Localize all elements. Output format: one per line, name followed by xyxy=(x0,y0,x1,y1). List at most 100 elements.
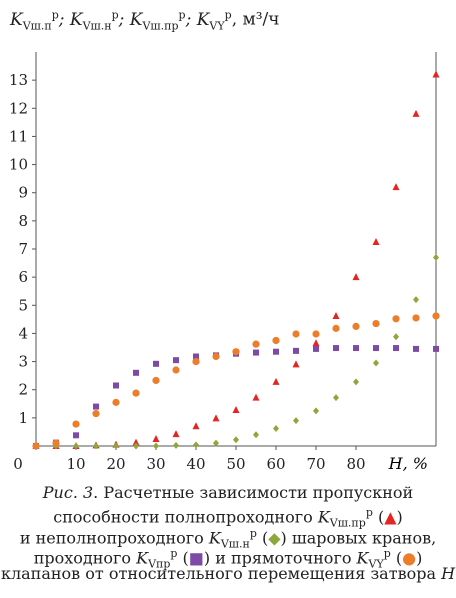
data-point-diamond xyxy=(373,359,379,367)
data-point-square xyxy=(173,357,179,364)
y-axis-label: KVш.пр; KVш.нр; KVш.прр; KVYр, м³/ч xyxy=(10,8,280,33)
y-axis-label-k3: KVш.прр xyxy=(129,8,186,33)
data-point-triangle xyxy=(132,438,140,446)
data-point-triangle xyxy=(412,109,420,117)
data-point-circle xyxy=(132,389,140,397)
diamond-icon: ◆ xyxy=(268,528,281,548)
data-point-diamond xyxy=(353,378,359,386)
data-point-triangle xyxy=(272,377,280,385)
data-point-square xyxy=(133,369,139,376)
data-point-diamond xyxy=(293,417,299,425)
y-tick-label: 2 xyxy=(18,381,28,399)
data-point-triangle xyxy=(212,414,220,422)
triangle-icon: ▲ xyxy=(384,507,397,527)
data-point-circle xyxy=(112,398,120,406)
caption-figure-label: Рис. 3 xyxy=(42,483,94,502)
y-tick-label: 12 xyxy=(9,99,28,117)
y-tick-label: 7 xyxy=(18,240,28,258)
y-axis-label-k1: KVш.пр xyxy=(10,8,59,33)
data-point-diamond xyxy=(273,425,279,433)
data-point-square xyxy=(393,345,399,352)
series-square xyxy=(33,345,439,449)
data-point-square xyxy=(113,382,119,389)
y-tick-label: 4 xyxy=(18,324,28,342)
data-point-diamond xyxy=(313,407,319,415)
x-tick-label: 40 xyxy=(186,455,205,473)
caption-line-5: клапанов от относительного перемещения з… xyxy=(0,564,456,583)
x-tick-label: 10 xyxy=(66,455,85,473)
data-point-circle xyxy=(92,410,100,418)
data-point-diamond xyxy=(233,436,239,444)
y-tick-label: 1 xyxy=(18,409,28,427)
data-point-diamond xyxy=(73,442,79,450)
series-circle xyxy=(32,312,440,450)
x-tick-label: 50 xyxy=(226,455,245,473)
data-point-square xyxy=(153,360,159,367)
data-point-circle xyxy=(192,357,200,366)
data-point-circle xyxy=(352,322,360,330)
x-tick-label: 60 xyxy=(266,455,285,473)
data-point-triangle xyxy=(332,311,340,319)
data-point-diamond xyxy=(113,442,119,450)
data-point-circle xyxy=(412,314,420,322)
data-point-circle xyxy=(152,376,160,385)
y-tick-label: 3 xyxy=(18,353,28,371)
y-tick-label: 8 xyxy=(18,212,28,230)
data-point-circle xyxy=(32,442,40,450)
data-point-circle xyxy=(232,348,240,356)
data-point-triangle xyxy=(172,430,180,438)
x-tick-label: 70 xyxy=(306,455,325,473)
data-point-diamond xyxy=(133,442,139,450)
data-point-square xyxy=(193,353,199,360)
x-tick-label: 30 xyxy=(146,455,165,473)
data-point-diamond xyxy=(393,333,399,341)
data-point-square xyxy=(373,345,379,352)
x-tick-label: 20 xyxy=(106,455,125,473)
data-point-circle xyxy=(172,366,180,374)
data-point-circle xyxy=(312,330,320,338)
y-axis-label-k2: KVш.нр xyxy=(69,8,119,33)
data-point-diamond xyxy=(213,439,219,447)
data-point-diamond xyxy=(253,431,259,439)
data-point-circle xyxy=(252,340,260,348)
data-point-circle xyxy=(332,324,340,332)
data-point-diamond xyxy=(153,442,159,450)
data-point-circle xyxy=(292,330,300,338)
x-axis-label: H, % xyxy=(388,454,428,473)
data-point-diamond xyxy=(413,296,419,304)
caption-line-3: и неполнопроходного KVш.нр (◆) шаровых к… xyxy=(19,527,437,551)
data-point-triangle xyxy=(292,360,300,368)
data-point-circle xyxy=(212,352,220,361)
data-point-square xyxy=(293,347,299,354)
data-point-circle xyxy=(372,319,380,328)
data-point-square xyxy=(353,345,359,352)
y-tick-label: 9 xyxy=(18,184,28,202)
caption-line-4: проходного KVпрр (■) и прямоточного KVYр… xyxy=(33,547,423,571)
data-point-diamond xyxy=(193,441,199,449)
data-point-square xyxy=(333,345,339,352)
data-point-circle xyxy=(72,420,80,428)
series-triangle xyxy=(32,70,440,449)
data-point-triangle xyxy=(192,422,200,430)
data-point-triangle xyxy=(352,273,360,281)
data-point-triangle xyxy=(432,70,440,78)
data-point-circle xyxy=(392,315,400,323)
data-point-square xyxy=(73,432,79,439)
data-point-diamond xyxy=(433,253,439,261)
data-point-diamond xyxy=(173,441,179,449)
chart-marks xyxy=(32,70,440,450)
caption-line-2: способности полнопроходного KVш.прр (▲) xyxy=(53,506,403,530)
y-tick-label: 5 xyxy=(18,296,28,314)
data-point-triangle xyxy=(252,393,260,401)
circle-icon: ● xyxy=(402,548,417,568)
data-point-square xyxy=(93,403,99,410)
y-tick-label: 13 xyxy=(9,71,28,89)
y-tick-label: 11 xyxy=(9,127,28,145)
data-point-square xyxy=(433,345,439,352)
data-point-square xyxy=(253,349,259,356)
data-point-circle xyxy=(272,336,280,345)
data-point-triangle xyxy=(232,405,240,413)
caption-line-1: Рис. 3. Расчетные зависимости пропускной xyxy=(42,483,414,502)
